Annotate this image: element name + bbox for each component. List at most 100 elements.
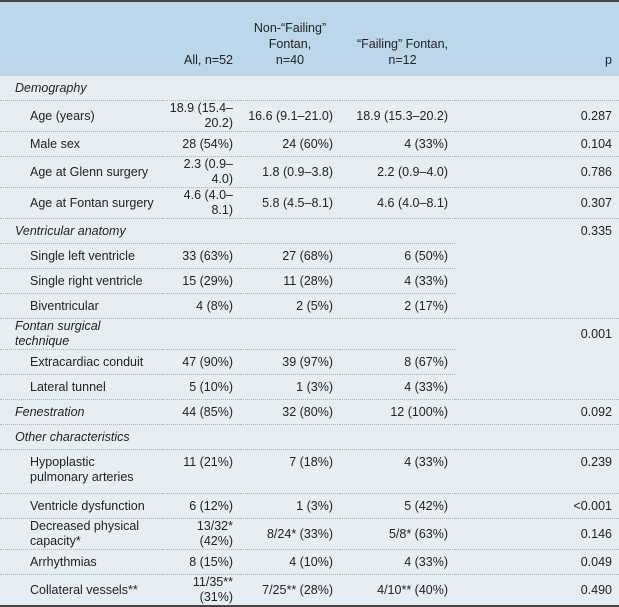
- cell-p: 0.239: [455, 449, 619, 494]
- cell-non-failing: 32 (80%): [240, 399, 340, 425]
- cell-non-failing: 4 (10%): [240, 549, 340, 575]
- header-non-failing: Non-“Failing” Fontan, n=40: [253, 21, 327, 67]
- row-label: Single left ventricle: [0, 243, 162, 269]
- row-label: Ventricle dysfunction: [0, 493, 162, 519]
- cell-non-failing: [240, 76, 340, 101]
- cell-p: [455, 244, 619, 269]
- cell-p: [455, 350, 619, 375]
- table-row: Extracardiac conduit 47 (90%) 39 (97%) 8 (6…: [0, 349, 619, 375]
- cell-p: <0.001: [455, 493, 619, 519]
- cell-all: 18.9 (15.4–20.2): [162, 100, 240, 132]
- cell-all: 15 (29%): [162, 268, 240, 294]
- row-label: Age (years): [0, 100, 162, 132]
- table-row: Biventricular 4 (8%) 2 (5%) 2 (17%): [0, 293, 619, 319]
- row-label: Male sex: [0, 131, 162, 157]
- cell-non-failing: [240, 318, 340, 350]
- cell-all: [162, 218, 240, 244]
- cell-all: [162, 76, 240, 101]
- cell-non-failing: [240, 218, 340, 244]
- table-row: Lateral tunnel 5 (10%) 1 (3%) 4 (33%): [0, 374, 619, 400]
- cell-p: 0.049: [455, 549, 619, 575]
- row-label: Single right ventricle: [0, 268, 162, 294]
- row-label: Arrhythmias: [0, 549, 162, 575]
- cell-all: 11/35** (31%): [192, 575, 233, 604]
- row-label: Ventricular anatomy: [0, 218, 162, 244]
- section-row: Fontan surgical technique 0.001: [0, 318, 619, 350]
- cell-failing: [340, 318, 455, 350]
- cell-all: 11 (21%): [162, 449, 240, 494]
- row-label: Collateral vessels**: [30, 582, 138, 597]
- cell-p: 0.104: [455, 131, 619, 157]
- cell-failing: 4.6 (4.0–8.1): [340, 187, 455, 219]
- cell-non-failing: 11 (28%): [240, 268, 340, 294]
- cell-all: 2.3 (0.9–4.0): [162, 156, 240, 188]
- cell-failing: 5/8* (63%): [340, 518, 455, 550]
- cell-p: 0.786: [455, 156, 619, 188]
- cell-non-failing: 24 (60%): [240, 131, 340, 157]
- cell-p: 0.001: [580, 326, 612, 341]
- cell-p: [455, 293, 619, 319]
- cell-non-failing: 1 (3%): [240, 374, 340, 400]
- cell-failing: 4 (33%): [340, 268, 455, 294]
- row-label: Biventricular: [0, 293, 162, 319]
- cell-all: 6 (12%): [162, 493, 240, 519]
- cell-non-failing: 2 (5%): [240, 293, 340, 319]
- section-row: Ventricular anatomy 0.335: [0, 218, 619, 244]
- cell-all: 44 (85%): [162, 399, 240, 425]
- cell-failing: [340, 218, 455, 244]
- table-row: Collateral vessels** 11/35** (31%) 7/25** …: [0, 574, 619, 606]
- table-row: Hypoplastic pulmonary arteries 11 (21%) 7 …: [0, 449, 619, 494]
- cell-all: 8 (15%): [162, 549, 240, 575]
- cell-failing: 4 (33%): [340, 549, 455, 575]
- cell-non-failing: 1.8 (0.9–3.8): [240, 156, 340, 188]
- cell-p: 0.490: [580, 582, 612, 597]
- header-all: All, n=52: [184, 53, 233, 67]
- cell-non-failing: 5.8 (4.5–8.1): [240, 187, 340, 219]
- cell-all: 33 (63%): [162, 243, 240, 269]
- section-row: Other characteristics: [0, 424, 619, 450]
- cell-all: 4 (8%): [162, 293, 240, 319]
- header-p: p: [605, 53, 612, 67]
- row-label: Age at Glenn surgery: [0, 156, 162, 188]
- cell-non-failing: 39 (97%): [240, 349, 340, 375]
- cell-failing: 6 (50%): [340, 243, 455, 269]
- table-row: Single right ventricle 15 (29%) 11 (28%) 4 …: [0, 268, 619, 294]
- row-label: Age at Fontan surgery: [0, 187, 162, 219]
- cell-failing: [340, 424, 455, 450]
- cell-failing: 4 (33%): [340, 131, 455, 157]
- table-row: Arrhythmias 8 (15%) 4 (10%) 4 (33%) 0.049: [0, 549, 619, 575]
- cell-all: 47 (90%): [162, 349, 240, 375]
- cell-p: [455, 76, 619, 101]
- table-row: Decreased physical capacity* 13/32* (42%)…: [0, 518, 619, 550]
- cell-failing: 2.2 (0.9–4.0): [340, 156, 455, 188]
- row-label: Demography: [0, 76, 162, 101]
- table-header-row: All, n=52 Non-“Failing” Fontan, n=40 “Fai…: [0, 1, 619, 76]
- cell-non-failing: [240, 424, 340, 450]
- cell-failing: 2 (17%): [340, 293, 455, 319]
- table-row: Age at Glenn surgery 2.3 (0.9–4.0) 1.8 (0.…: [0, 156, 619, 188]
- row-label: Fenestration: [0, 399, 162, 425]
- table-row: Single left ventricle 33 (63%) 27 (68%) 6 (…: [0, 243, 619, 269]
- section-row: Demography: [0, 76, 619, 101]
- header-label: [0, 1, 162, 76]
- cell-failing: 4 (33%): [340, 449, 455, 494]
- cell-failing: 5 (42%): [340, 493, 455, 519]
- section-row: Fenestration 44 (85%) 32 (80%) 12 (100%) 0.0…: [0, 399, 619, 425]
- cell-non-failing: 7/25** (28%): [262, 582, 333, 597]
- cell-p: 0.092: [455, 399, 619, 425]
- row-label: Lateral tunnel: [0, 374, 162, 400]
- table-row: Male sex 28 (54%) 24 (60%) 4 (33%) 0.104: [0, 131, 619, 157]
- cell-p: 0.146: [455, 518, 619, 550]
- table-body: Demography Age (years) 18.9 (15.4–20.2) 16.…: [0, 76, 619, 606]
- row-label: Fontan surgical technique: [0, 318, 162, 350]
- cell-non-failing: 1 (3%): [240, 493, 340, 519]
- row-label: Extracardiac conduit: [0, 349, 162, 375]
- cell-all: 4.6 (4.0–8.1): [162, 187, 240, 219]
- cell-non-failing: 16.6 (9.1–21.0): [240, 100, 340, 132]
- cell-all: [162, 318, 240, 350]
- cell-failing: 12 (100%): [340, 399, 455, 425]
- cell-failing: 18.9 (15.3–20.2): [340, 100, 455, 132]
- cell-p: [455, 374, 619, 400]
- cell-non-failing: 8/24* (33%): [240, 518, 340, 550]
- cell-failing: 4/10** (40%): [377, 582, 448, 597]
